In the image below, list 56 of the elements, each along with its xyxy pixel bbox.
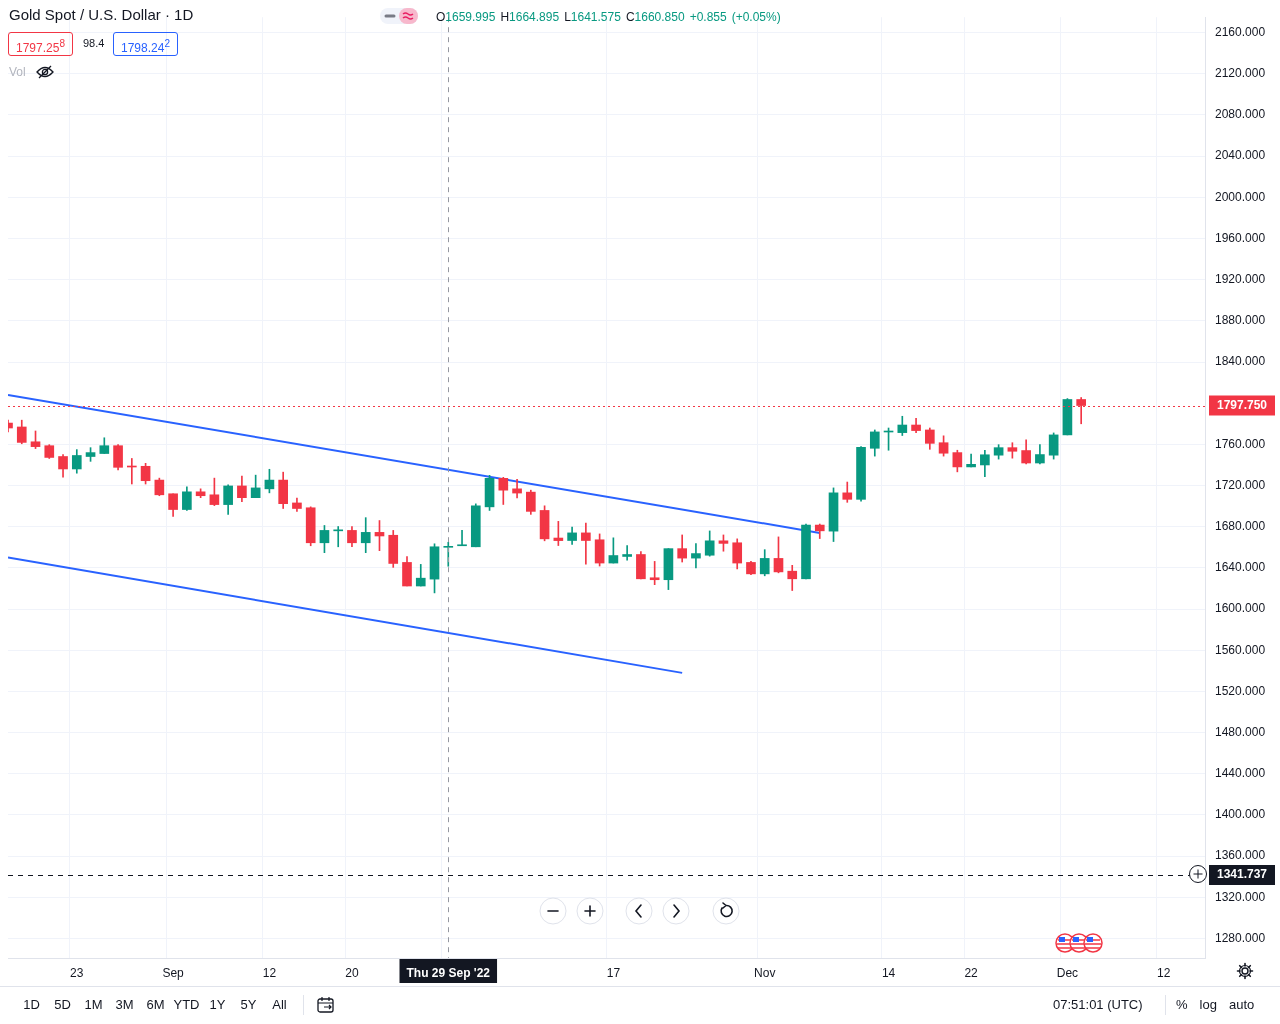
ref-line-label: 1341.737: [1216, 867, 1268, 882]
y-tick-label: 1960.000: [1215, 230, 1266, 245]
y-tick-label: 2040.000: [1215, 148, 1266, 163]
text: 6M: [145, 997, 166, 1012]
y-tick-label: 1360.000: [1215, 848, 1266, 863]
y-tick-label: 1600.000: [1215, 601, 1266, 616]
y-tick-label: 1320.000: [1215, 889, 1266, 904]
annotation: 1798.24$^{2}$: [113, 32, 178, 56]
text: 1D: [22, 997, 41, 1012]
x-tick-label: 12: [1157, 965, 1171, 980]
y-tick-label: 2120.000: [1215, 66, 1266, 81]
ref-line-label: 1797.750: [1216, 397, 1268, 412]
y-tick-label: 2000.000: [1215, 189, 1266, 204]
annotation: 98.4: [83, 37, 105, 49]
text: 07:51:01 (UTC): [1053, 997, 1143, 1012]
text: auto: [1228, 997, 1255, 1012]
y-tick-label: 2160.000: [1215, 24, 1266, 39]
x-tick-label: 23: [70, 965, 84, 980]
text: 3M: [114, 997, 135, 1012]
x-tick-label: 20: [345, 965, 359, 980]
text: O1659.995 H1664.895 L1641.575 C1660.850 +0.855 (+0.05%): [436, 10, 781, 24]
y-tick-label: 1920.000: [1215, 271, 1266, 286]
text: 5D: [53, 997, 72, 1012]
y-tick-label: 1680.000: [1215, 519, 1266, 534]
y-tick-label: 2080.000: [1215, 107, 1266, 122]
y-tick-label: 1880.000: [1215, 313, 1266, 328]
text: log: [1199, 997, 1217, 1012]
x-tick-label: Thu 29 Sep '22: [406, 965, 491, 980]
y-tick-label: 1720.000: [1215, 477, 1266, 492]
candlestick: [457, 530, 467, 547]
candlestick: [622, 545, 632, 561]
y-tick-label: 1280.000: [1215, 930, 1266, 945]
text: 1M: [83, 997, 104, 1012]
y-tick-label: 1560.000: [1215, 642, 1266, 657]
y-tick-label: 1520.000: [1215, 683, 1266, 698]
x-tick-label: 17: [606, 965, 621, 980]
x-tick-label: Nov: [754, 965, 776, 980]
y-tick-label: 1440.000: [1215, 766, 1266, 781]
x-tick-label: Dec: [1056, 965, 1079, 980]
text: YTD: [172, 997, 201, 1012]
text: All: [271, 997, 288, 1012]
chart-title: Gold Spot / U.S. Dollar · 1D: [9, 6, 194, 23]
text: 5Y: [239, 997, 258, 1012]
y-tick-label: 1840.000: [1215, 354, 1266, 369]
text: 1Y: [208, 997, 227, 1012]
annotation: 1797.25$^{8}$: [8, 32, 73, 56]
x-tick-label: Sep: [162, 965, 185, 980]
x-tick-label: 12: [262, 965, 277, 980]
y-tick-label: 1400.000: [1215, 807, 1266, 822]
y-tick-label: 1760.000: [1215, 436, 1266, 451]
y-tick-label: 1640.000: [1215, 560, 1266, 575]
y-tick-label: 1480.000: [1215, 724, 1266, 739]
text: %: [1176, 997, 1188, 1012]
x-tick-label: 14: [881, 965, 896, 980]
annotation: Vol: [9, 65, 26, 79]
x-tick-label: 22: [964, 965, 979, 980]
